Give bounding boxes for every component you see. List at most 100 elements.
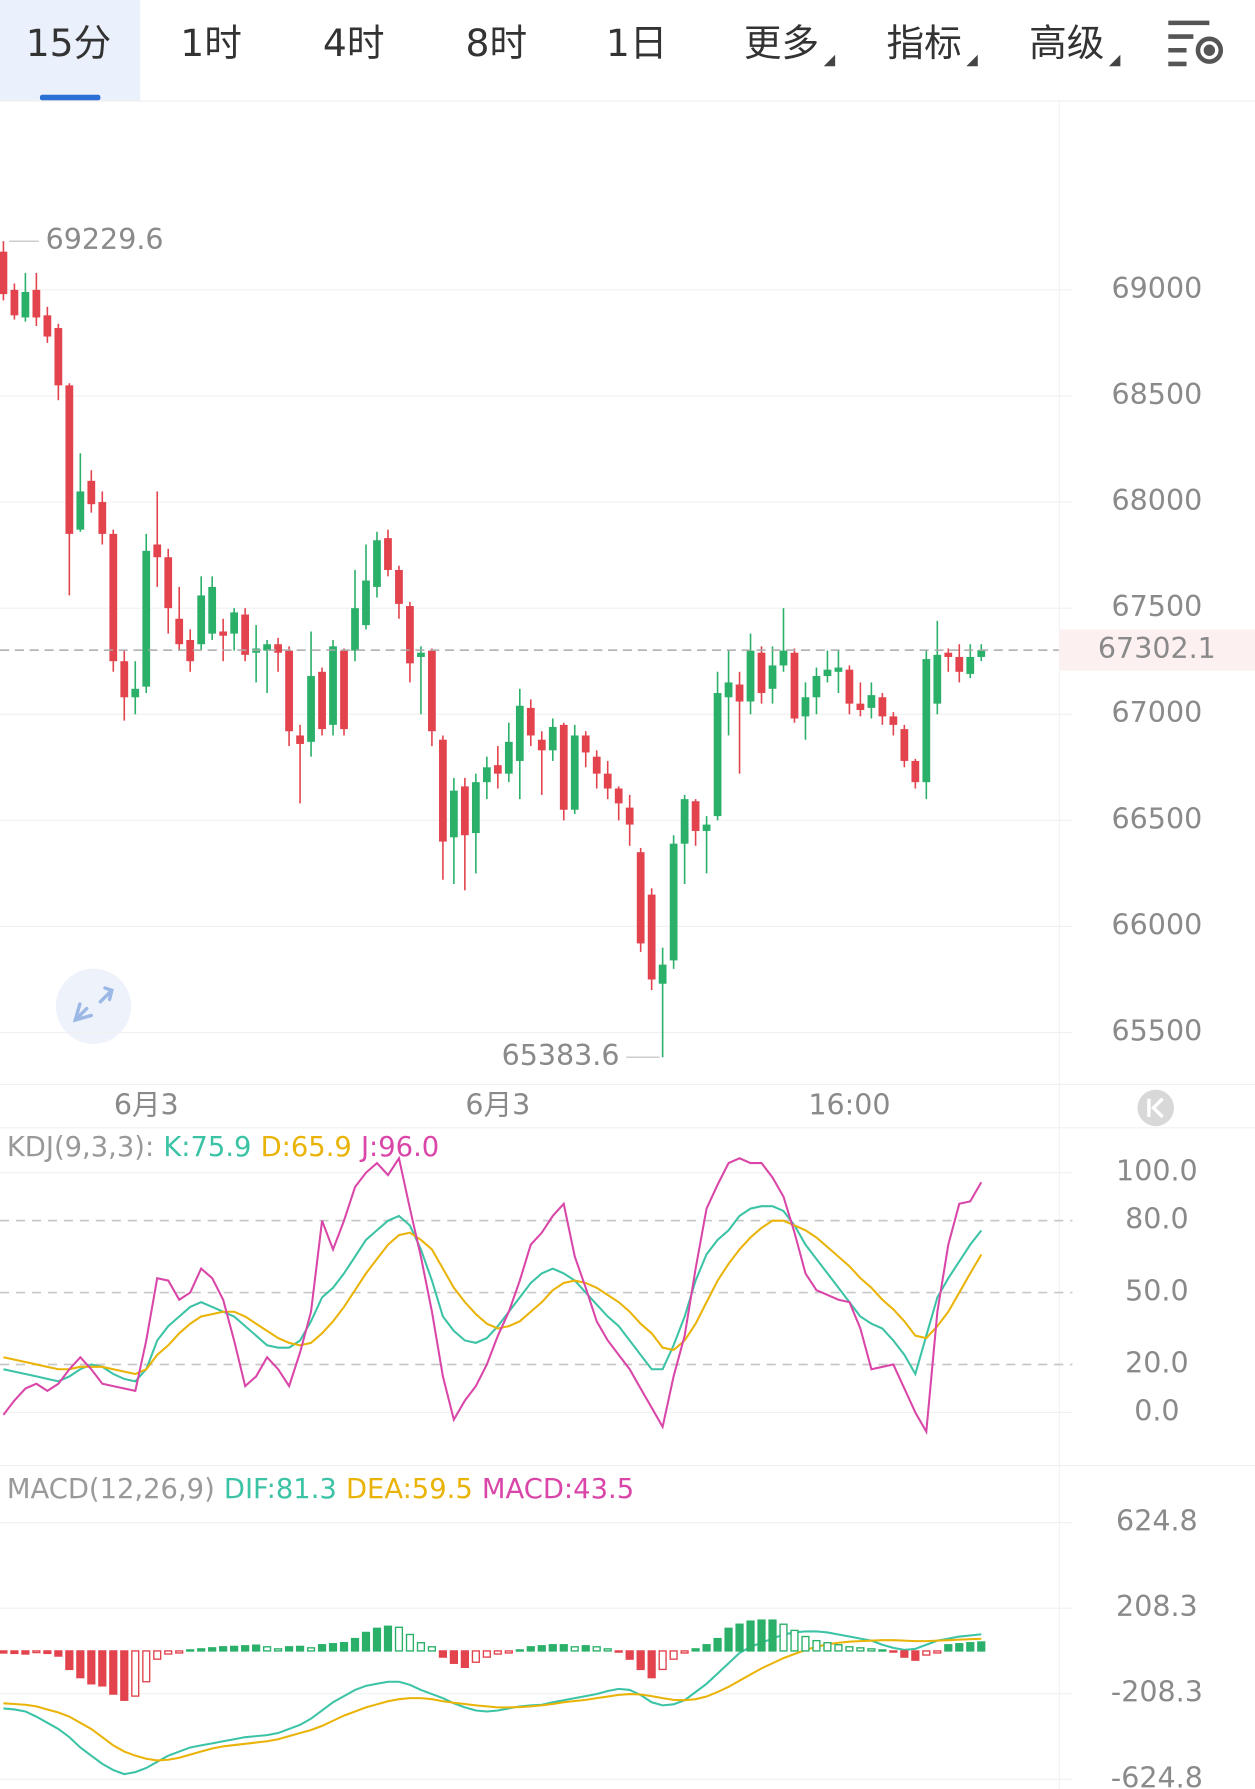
- tab[interactable]: 4时: [323, 21, 385, 65]
- candle-body: [658, 964, 667, 984]
- indicator-value: DIF:81.3: [224, 1474, 337, 1505]
- candle-body: [131, 688, 140, 698]
- candle-body: [570, 735, 579, 810]
- expand-button[interactable]: [55, 968, 132, 1044]
- macd-bar: [922, 1650, 931, 1656]
- candle-body: [911, 760, 920, 783]
- tab[interactable]: 1日: [606, 21, 668, 65]
- y-tick-label: 67000: [1112, 696, 1203, 729]
- candle-body: [373, 540, 381, 587]
- macd-bar: [757, 1619, 766, 1652]
- candle-body: [241, 614, 250, 655]
- tab[interactable]: 更多: [744, 21, 819, 65]
- macd-bar: [383, 1625, 393, 1652]
- tab[interactable]: 15分: [26, 21, 112, 65]
- tab[interactable]: 高级: [1029, 21, 1104, 65]
- macd-bar: [482, 1650, 491, 1658]
- macd-bar: [142, 1650, 151, 1683]
- candle-body: [87, 480, 96, 505]
- macd-bar: [219, 1646, 228, 1652]
- indicator-line: [2, 1155, 983, 1435]
- tab[interactable]: 1时: [180, 21, 242, 65]
- candle-body: [340, 650, 348, 730]
- candle-body: [65, 385, 74, 534]
- candle-body: [845, 669, 854, 704]
- candle-body: [164, 557, 173, 609]
- candle-body: [878, 697, 887, 717]
- candle-body: [120, 661, 129, 698]
- macd-bar: [427, 1646, 437, 1652]
- macd-bar: [768, 1619, 777, 1652]
- indicator-line: [3, 1205, 983, 1383]
- macd-bar: [900, 1650, 909, 1658]
- candle-body: [823, 669, 832, 677]
- reset-button[interactable]: [1137, 1089, 1174, 1127]
- candle-body: [197, 595, 206, 645]
- macd-bar: [933, 1650, 942, 1654]
- macd-bar: [504, 1650, 513, 1654]
- last-price-bg: [1059, 629, 1255, 671]
- macd-bar: [779, 1623, 788, 1652]
- candle-body: [10, 289, 19, 316]
- macd-bar: [823, 1642, 832, 1652]
- tab[interactable]: 8时: [466, 21, 528, 65]
- macd-bar: [405, 1633, 415, 1652]
- candle-body: [702, 824, 711, 831]
- macd-bar: [10, 1650, 19, 1655]
- candle-body: [889, 716, 898, 725]
- macd-bar: [559, 1644, 568, 1652]
- macd-bar: [361, 1631, 371, 1652]
- macd-bar: [867, 1648, 876, 1652]
- candle-body: [614, 788, 623, 804]
- candle-body: [856, 703, 865, 711]
- y-tick-label: 0.0: [1134, 1394, 1179, 1427]
- macd-bar: [263, 1646, 272, 1652]
- expand-bg: [55, 968, 132, 1044]
- macd-bar: [54, 1650, 63, 1657]
- candle-body: [768, 665, 777, 689]
- candle-body: [471, 782, 480, 834]
- macd-bar: [449, 1650, 458, 1664]
- y-tick-label: 80.0: [1125, 1203, 1188, 1236]
- active-tab-bg: [0, 0, 141, 101]
- candle-body: [900, 729, 909, 761]
- y-tick-label: 68000: [1112, 484, 1203, 517]
- macd-bar: [526, 1646, 535, 1652]
- candle-body: [32, 289, 41, 318]
- macd-bar: [284, 1646, 294, 1652]
- x-tick-label: 16:00: [808, 1089, 890, 1122]
- y-tick-label: -208.3: [1111, 1676, 1203, 1709]
- candle-body: [76, 491, 85, 530]
- y-tick-label: 66500: [1112, 802, 1203, 835]
- macd-bar: [493, 1650, 502, 1655]
- candle-body: [966, 656, 975, 674]
- candle-body: [307, 676, 315, 742]
- expand-arrows: [72, 986, 114, 1023]
- indicator-line: [3, 1219, 983, 1376]
- tab-dropdown-marker: [823, 54, 836, 67]
- macd-bar: [603, 1648, 612, 1652]
- macd-bar: [724, 1627, 733, 1652]
- tab[interactable]: 指标: [887, 21, 962, 65]
- active-tab-indicator: [39, 94, 101, 101]
- macd-bar: [32, 1650, 41, 1654]
- tab-dropdown-marker: [1108, 54, 1121, 67]
- candle-body: [636, 852, 645, 944]
- macd-bar: [636, 1650, 645, 1671]
- indicator-header: MACD(12,26,9) DIF:81.3 DEA:59.5 MACD:43.5: [7, 1474, 634, 1505]
- macd-bar: [614, 1650, 623, 1653]
- y-tick-label: 66000: [1112, 908, 1203, 941]
- y-tick-label: 208.3: [1116, 1590, 1198, 1623]
- candle-body: [296, 735, 304, 744]
- indicator-header: KDJ(9,3,3): K:75.9 D:65.9 J:96.0: [7, 1131, 439, 1162]
- macd-bar: [647, 1650, 656, 1679]
- candle-body: [54, 328, 63, 386]
- candle-body: [933, 654, 942, 704]
- indicator-title: MACD(12,26,9): [7, 1474, 215, 1505]
- macd-bar: [691, 1648, 700, 1652]
- candle-body: [812, 676, 821, 698]
- macd-bar: [372, 1627, 382, 1652]
- settings-icon[interactable]: [1168, 20, 1224, 67]
- candle-body: [581, 735, 590, 753]
